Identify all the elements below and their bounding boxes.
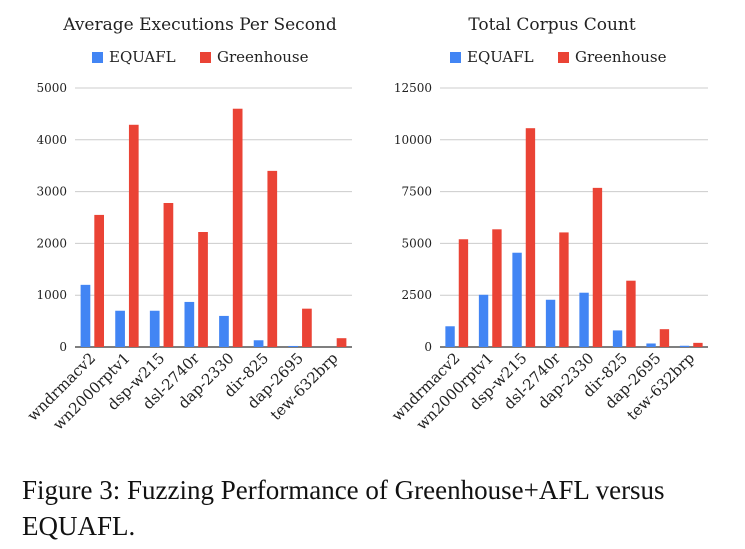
- bar-equafl: [219, 315, 229, 347]
- bar-equafl: [115, 310, 125, 347]
- bar-greenhouse: [592, 187, 603, 347]
- y-tick-label: 0: [59, 340, 67, 354]
- y-tick-label: 2500: [401, 288, 432, 302]
- legend-label: EQUAFL: [109, 48, 176, 66]
- figure-charts: Average Executions Per Second EQUAFL Green…: [24, 15, 708, 434]
- bar-greenhouse: [458, 239, 469, 347]
- legend-label: EQUAFL: [467, 48, 534, 66]
- y-tick-label: 5000: [401, 236, 432, 250]
- y-tick-label: 2000: [36, 236, 67, 250]
- bar-equafl: [612, 330, 623, 347]
- bar-equafl: [579, 292, 589, 347]
- legend-label: Greenhouse: [217, 48, 309, 66]
- bar-greenhouse: [659, 329, 670, 347]
- bar-greenhouse: [198, 232, 208, 347]
- legend-label: Greenhouse: [575, 48, 667, 66]
- bar-greenhouse: [336, 338, 347, 347]
- bar-greenhouse: [525, 128, 536, 347]
- bar-equafl: [478, 294, 489, 347]
- chart-title: Average Executions Per Second: [62, 15, 337, 35]
- bar-equafl: [80, 284, 91, 347]
- legend-swatch: [450, 52, 461, 63]
- bar-greenhouse: [232, 108, 243, 347]
- bar-equafl: [288, 345, 299, 347]
- bar-equafl: [679, 345, 690, 347]
- bar-greenhouse: [94, 214, 105, 347]
- bar-greenhouse: [559, 232, 569, 347]
- legend-swatch: [92, 52, 103, 63]
- bar-greenhouse: [302, 308, 312, 347]
- y-tick-label: 3000: [36, 185, 67, 199]
- bar-greenhouse: [128, 124, 139, 347]
- bar-equafl: [445, 326, 455, 347]
- bar-equafl: [646, 343, 656, 347]
- bar-greenhouse: [163, 202, 174, 347]
- figure-caption: Figure 3: Fuzzing Performance of Greenho…: [22, 475, 665, 541]
- y-tick-label: 7500: [401, 185, 432, 199]
- y-tick-label: 1000: [36, 288, 67, 302]
- bar-greenhouse: [693, 342, 703, 347]
- bar-equafl: [149, 310, 160, 347]
- y-tick-label: 10000: [394, 133, 432, 147]
- y-tick-label: 12500: [394, 81, 432, 95]
- legend-swatch: [558, 52, 569, 63]
- bar-greenhouse: [492, 229, 502, 347]
- bar-greenhouse: [267, 170, 278, 347]
- bar-equafl: [184, 301, 195, 347]
- y-tick-label: 0: [424, 340, 432, 354]
- bar-equafl: [253, 340, 264, 347]
- chart-title: Total Corpus Count: [468, 15, 636, 35]
- bar-equafl: [545, 299, 556, 347]
- y-tick-label: 5000: [36, 81, 67, 95]
- bar-equafl: [512, 252, 522, 347]
- y-tick-label: 4000: [36, 133, 67, 147]
- bar-greenhouse: [626, 280, 636, 347]
- legend-swatch: [200, 52, 211, 63]
